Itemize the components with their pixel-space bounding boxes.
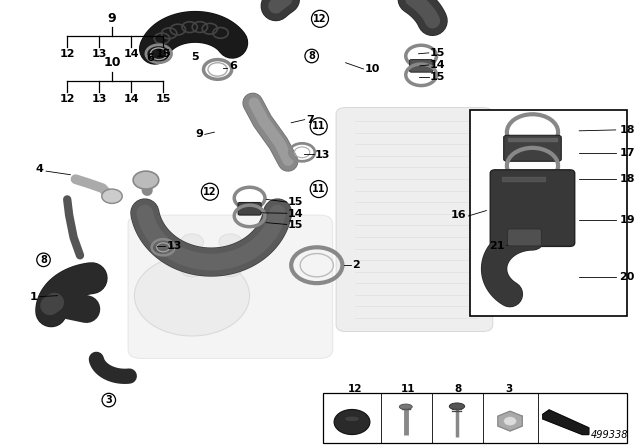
- Text: 8: 8: [40, 255, 47, 265]
- Text: 5: 5: [191, 52, 199, 62]
- Text: 13: 13: [166, 241, 182, 251]
- Text: 13: 13: [92, 94, 107, 104]
- Text: 13: 13: [92, 49, 107, 59]
- Circle shape: [180, 261, 204, 277]
- Text: 11: 11: [401, 384, 415, 394]
- Circle shape: [133, 171, 159, 189]
- Text: 10: 10: [103, 56, 121, 69]
- Circle shape: [219, 234, 242, 250]
- Text: 8: 8: [454, 384, 461, 394]
- Text: 15: 15: [156, 49, 171, 59]
- Text: 2: 2: [352, 260, 360, 270]
- Text: 13: 13: [315, 150, 330, 159]
- FancyBboxPatch shape: [470, 110, 627, 316]
- Text: 11: 11: [312, 121, 326, 131]
- Text: 3: 3: [106, 395, 112, 405]
- Text: 1: 1: [29, 292, 37, 302]
- FancyBboxPatch shape: [410, 60, 433, 72]
- Polygon shape: [543, 410, 589, 435]
- Text: 15: 15: [430, 48, 445, 58]
- FancyBboxPatch shape: [504, 135, 561, 161]
- FancyBboxPatch shape: [238, 202, 261, 215]
- Text: 12: 12: [203, 187, 217, 197]
- Text: 15: 15: [288, 198, 303, 207]
- Text: 15: 15: [288, 220, 303, 230]
- Circle shape: [334, 409, 370, 435]
- Text: 8: 8: [308, 51, 315, 61]
- Text: 10: 10: [365, 65, 380, 74]
- FancyBboxPatch shape: [508, 229, 541, 246]
- Text: 12: 12: [313, 14, 327, 24]
- Text: 12: 12: [60, 94, 75, 104]
- Text: 4: 4: [36, 164, 44, 174]
- Text: 18: 18: [620, 125, 635, 135]
- Text: 18: 18: [620, 174, 635, 184]
- Text: 12: 12: [348, 384, 362, 394]
- Text: 14: 14: [124, 49, 139, 59]
- Ellipse shape: [345, 417, 359, 421]
- Text: 14: 14: [288, 209, 303, 219]
- Text: 17: 17: [620, 148, 635, 158]
- Text: 3: 3: [505, 384, 513, 394]
- Text: 19: 19: [620, 215, 635, 224]
- Ellipse shape: [399, 404, 412, 409]
- Text: 6: 6: [229, 61, 237, 71]
- Circle shape: [180, 234, 204, 250]
- Text: 7: 7: [306, 115, 314, 125]
- FancyBboxPatch shape: [490, 170, 575, 246]
- Circle shape: [219, 261, 242, 277]
- Text: 21: 21: [489, 241, 504, 250]
- Text: 9: 9: [108, 12, 116, 25]
- Text: 6: 6: [147, 53, 154, 63]
- Circle shape: [102, 189, 122, 203]
- FancyBboxPatch shape: [323, 393, 627, 443]
- Text: 15: 15: [156, 94, 171, 104]
- Ellipse shape: [449, 403, 465, 409]
- Text: 12: 12: [60, 49, 75, 59]
- Text: 11: 11: [312, 184, 326, 194]
- FancyBboxPatch shape: [128, 215, 333, 358]
- Text: 14: 14: [124, 94, 139, 104]
- Text: 16: 16: [451, 210, 466, 220]
- Text: 15: 15: [430, 72, 445, 82]
- FancyBboxPatch shape: [336, 108, 493, 332]
- Circle shape: [504, 417, 516, 426]
- Text: 499338: 499338: [591, 430, 628, 440]
- Text: 20: 20: [620, 272, 635, 282]
- Text: 14: 14: [430, 60, 445, 70]
- Circle shape: [134, 255, 250, 336]
- Polygon shape: [498, 411, 522, 431]
- Text: 9: 9: [195, 129, 203, 139]
